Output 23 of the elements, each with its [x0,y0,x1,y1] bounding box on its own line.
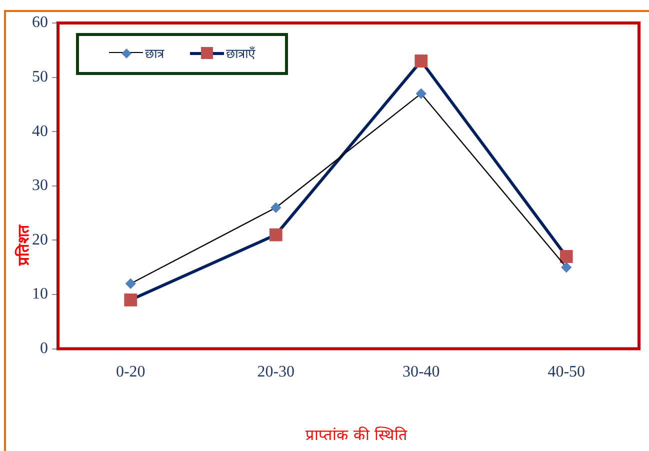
y-tick-label: 20 [32,231,48,248]
y-tick-label: 10 [32,286,48,303]
point [414,54,428,68]
x-tick-label: 20-30 [257,364,295,381]
legend-label: छात्र [145,46,164,62]
point [270,202,281,213]
y-tick-label: 60 [32,14,48,32]
x-tick-label: 0-20 [116,364,146,381]
point [560,250,573,263]
legend-label: छात्राएँ [226,45,255,62]
y-tick-label: 40 [32,122,48,140]
x-axis-title: प्राप्तांक की स्थिति [304,425,408,444]
point [124,293,138,306]
point [561,262,572,272]
x-tick-label: 40-50 [548,364,586,381]
point [126,278,136,289]
y-tick-label: 30 [32,177,48,194]
y-tick-label: 0 [40,340,48,358]
y-tick-label: 50 [32,68,48,86]
x-tick-label: 30-40 [402,364,440,381]
point [269,228,282,242]
y-axis-title: प्रतिशत [13,224,32,266]
point [416,88,426,99]
